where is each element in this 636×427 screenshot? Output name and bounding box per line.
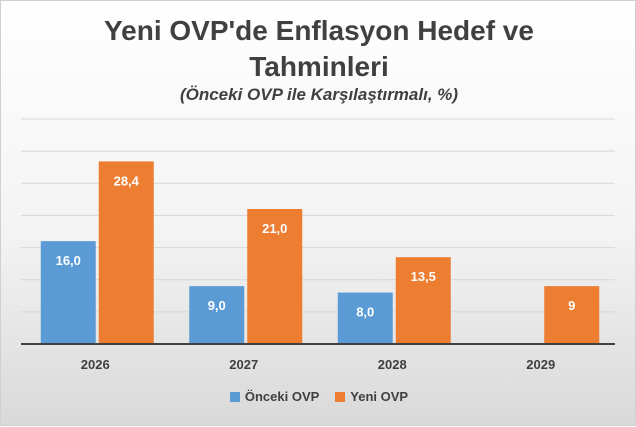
x-tick-label: 2027 xyxy=(229,357,258,372)
legend-swatch-yeni xyxy=(335,391,346,402)
x-tick-label: 2026 xyxy=(81,357,110,372)
data-label: 9 xyxy=(568,298,575,313)
data-label: 16,0 xyxy=(56,253,81,268)
legend-label-yeni: Yeni OVP xyxy=(350,389,409,404)
bar-onceki-2026 xyxy=(40,241,96,344)
legend-label-onceki: Önceki OVP xyxy=(244,389,320,404)
chart-title-line1: Yeni OVP'de Enflasyon Hedef ve xyxy=(104,15,534,46)
bar-onceki-2028 xyxy=(337,292,393,344)
data-label: 13,5 xyxy=(411,269,436,284)
chart-subtitle: (Önceki OVP ile Karşılaştırmalı, %) xyxy=(179,85,459,104)
bar-yeni-2028 xyxy=(395,257,451,344)
data-label: 9,0 xyxy=(208,298,226,313)
bar-yeni-2027 xyxy=(247,209,303,344)
legend-item-yeni: Yeni OVP xyxy=(335,389,408,404)
x-tick-label: 2029 xyxy=(526,357,555,372)
bar-yeni-2029 xyxy=(544,286,600,344)
legend-swatch-onceki xyxy=(229,391,240,402)
x-tick-label: 2028 xyxy=(378,357,407,372)
legend-item-onceki: Önceki OVP xyxy=(229,389,320,404)
data-label: 21,0 xyxy=(262,221,287,236)
data-label: 28,4 xyxy=(114,173,140,188)
legend: Önceki OVP Yeni OVP xyxy=(1,389,636,404)
data-label: 8,0 xyxy=(356,305,374,320)
bar-yeni-2026 xyxy=(98,161,154,344)
bar-onceki-2027 xyxy=(189,286,245,344)
chart-title-line2: Tahminleri xyxy=(249,51,389,82)
